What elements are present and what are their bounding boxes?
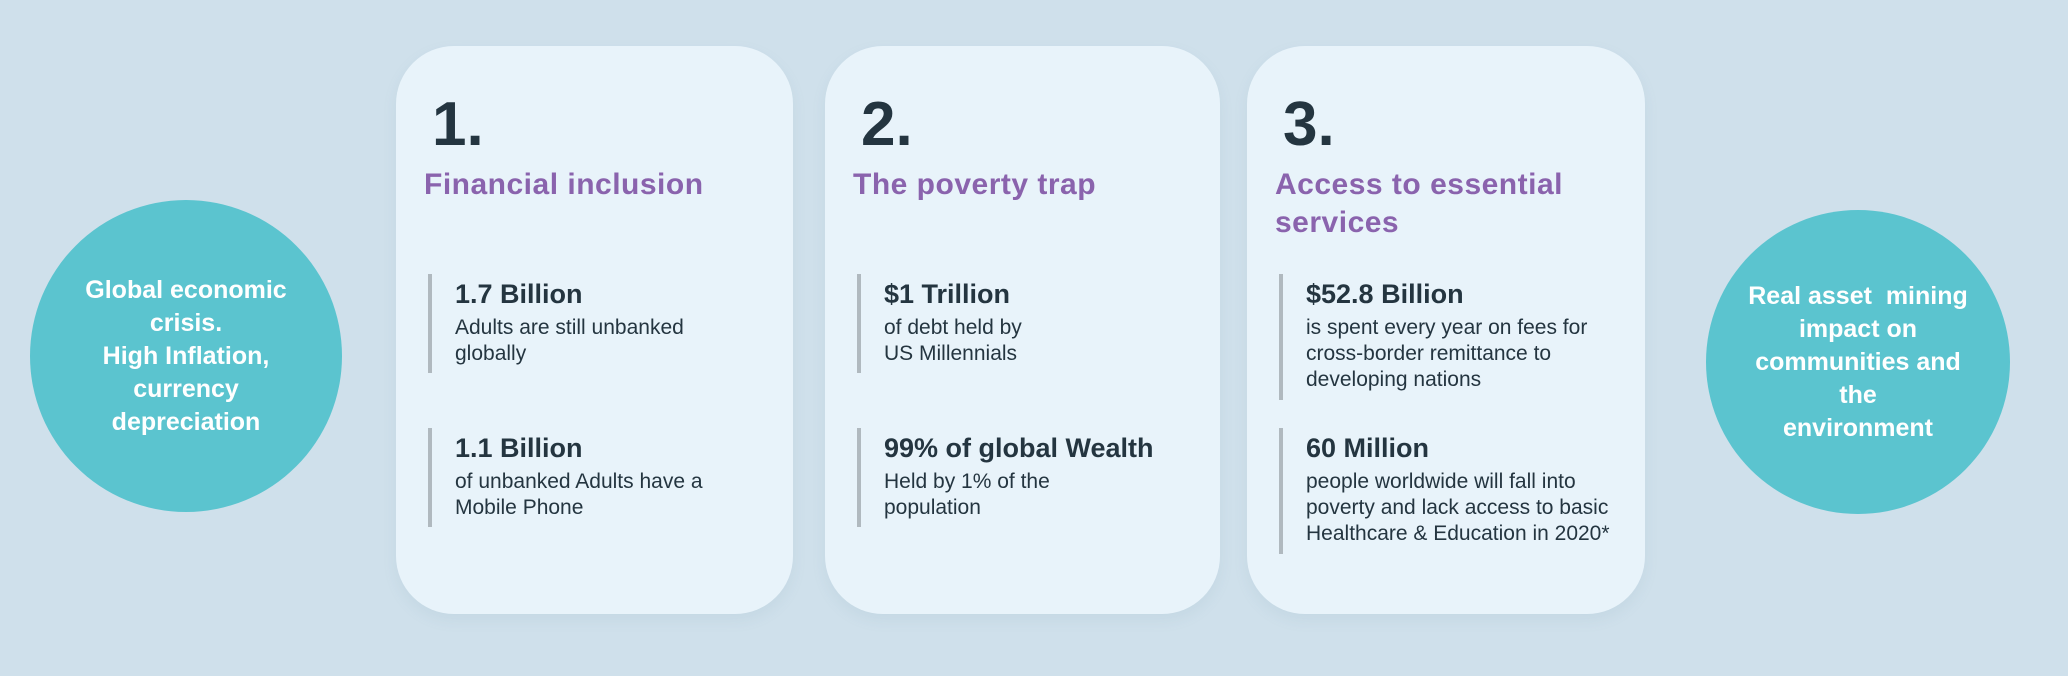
right-bubble-line: Real asset mining (1748, 281, 1968, 310)
card-title: Financial inclusion (424, 168, 704, 201)
stat-value: 1.7 Billion (455, 279, 583, 309)
stat-block: 99% of global Wealth Held by 1% of the p… (857, 428, 1154, 528)
stat-description: Adults are still unbanked globally (455, 315, 684, 365)
card-title: The poverty trap (853, 168, 1097, 201)
stat-block: 1.7 Billion Adults are still unbanked gl… (428, 274, 684, 374)
card-number: 2. (861, 90, 913, 159)
card-title: Access to essential services (1275, 168, 1563, 240)
stat-value: 99% of global Wealth (884, 433, 1154, 463)
right-bubble-line: communities and the (1755, 347, 1968, 409)
left-bubble: Global economic crisis. High Inflation, … (30, 200, 342, 512)
right-bubble-line: impact on (1798, 314, 1918, 343)
left-bubble-line: Global economic (85, 275, 287, 304)
stat-value: $1 Trillion (884, 279, 1011, 309)
stat-description: people worldwide will fall into poverty … (1306, 469, 1610, 546)
card-financial-inclusion: 1. Financial inclusion 1.7 Billion Adult… (396, 46, 793, 614)
card-number: 3. (1283, 90, 1335, 159)
card-number: 1. (432, 90, 484, 159)
stat-description: of unbanked Adults have a Mobile Phone (455, 469, 703, 519)
left-bubble-line: currency (133, 374, 239, 403)
left-bubble-line: depreciation (111, 407, 261, 436)
stat-description: Held by 1% of the population (884, 469, 1050, 519)
card-poverty-trap: 2. The poverty trap $1 Trillion of debt … (825, 46, 1220, 614)
card-essential-services: 3. Access to essential services $52.8 Bi… (1247, 46, 1645, 614)
stat-value: 60 Million (1306, 433, 1430, 463)
stat-description: of debt held by US Millennials (884, 315, 1022, 365)
stat-value: $52.8 Billion (1306, 279, 1464, 309)
stat-value: 1.1 Billion (455, 433, 583, 463)
left-bubble-text: Global economic crisis. High Inflation, … (57, 274, 314, 439)
left-bubble-line: High Inflation, (102, 341, 270, 370)
right-bubble-line: environment (1782, 413, 1934, 442)
left-bubble-line: crisis. (149, 308, 223, 337)
stat-block: $52.8 Billion is spent every year on fee… (1279, 274, 1587, 400)
right-bubble: Real asset mining impact on communities … (1706, 210, 2010, 514)
stat-description: is spent every year on fees for cross-bo… (1306, 315, 1588, 392)
right-bubble-text: Real asset mining impact on communities … (1706, 280, 2010, 445)
stat-block: 1.1 Billion of unbanked Adults have a Mo… (428, 428, 703, 528)
stat-block: $1 Trillion of debt held by US Millennia… (857, 274, 1022, 374)
stat-block: 60 Million people worldwide will fall in… (1279, 428, 1610, 554)
